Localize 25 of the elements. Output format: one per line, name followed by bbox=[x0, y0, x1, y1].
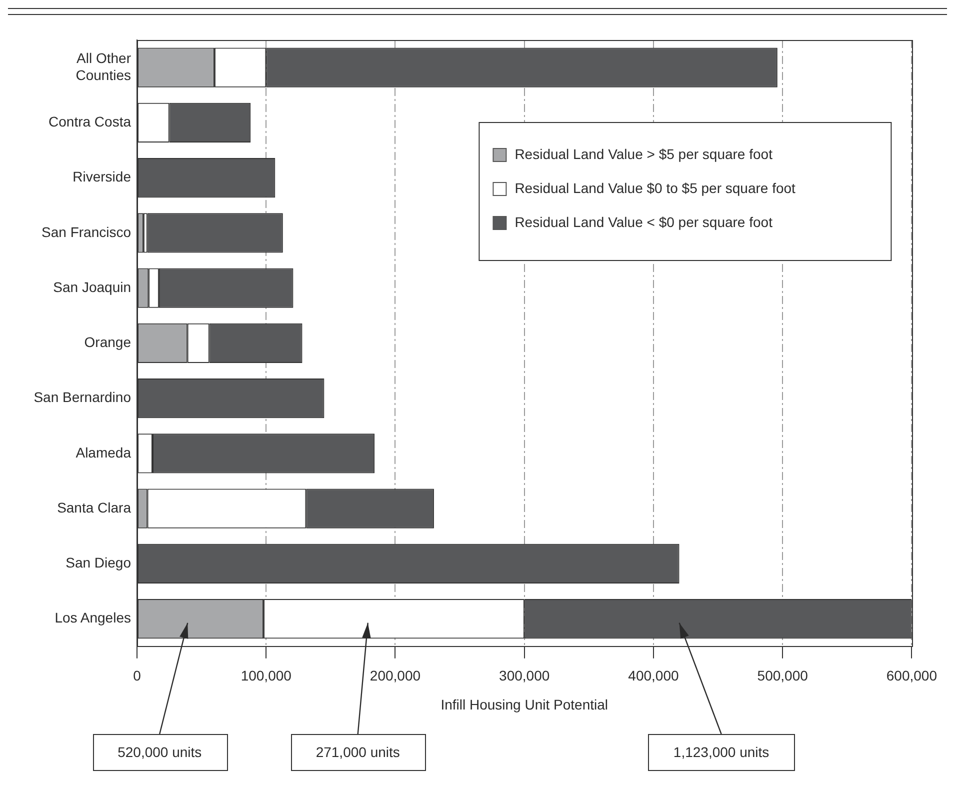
x-tick-label: 0 bbox=[133, 668, 142, 684]
text: 1,123,000 units bbox=[673, 744, 770, 760]
y-tick-label: San Joaquin bbox=[53, 278, 131, 295]
x-tick-label: 300,000 bbox=[499, 668, 550, 684]
legend-label: Residual Land Value < $0 per square foot bbox=[514, 214, 773, 230]
y-tick-label: Contra Costa bbox=[48, 114, 132, 130]
x-tick-label: 500,000 bbox=[757, 668, 808, 684]
legend-label: Residual Land Value > $5 per square foot bbox=[514, 146, 773, 162]
y-tick-label: San Bernardino bbox=[34, 389, 132, 406]
y-tick-label: San Francisco bbox=[42, 224, 132, 240]
text: 271,000 units bbox=[316, 744, 400, 760]
legend-label: Residual Land Value $0 to $5 per square foot bbox=[514, 180, 796, 196]
y-tick-label: Orange bbox=[84, 334, 132, 350]
x-axis-title: Infill Housing Unit Potential bbox=[440, 696, 608, 712]
y-tick-label: Los Angeles bbox=[54, 610, 131, 626]
x-tick-label: 100,000 bbox=[240, 668, 292, 684]
y-tick-label: San Diego bbox=[66, 554, 132, 571]
y-tick-label: Riverside bbox=[72, 168, 132, 185]
text: 520,000 units bbox=[118, 744, 202, 760]
y-tick-label: Santa Clara bbox=[57, 499, 132, 516]
y-tick-label: All Other Counties bbox=[76, 50, 132, 83]
x-tick-label: 400,000 bbox=[628, 668, 679, 684]
y-tick-label: Alameda bbox=[76, 444, 132, 460]
x-tick-label: 200,000 bbox=[370, 668, 421, 684]
x-tick-label: 600,000 bbox=[886, 668, 938, 684]
